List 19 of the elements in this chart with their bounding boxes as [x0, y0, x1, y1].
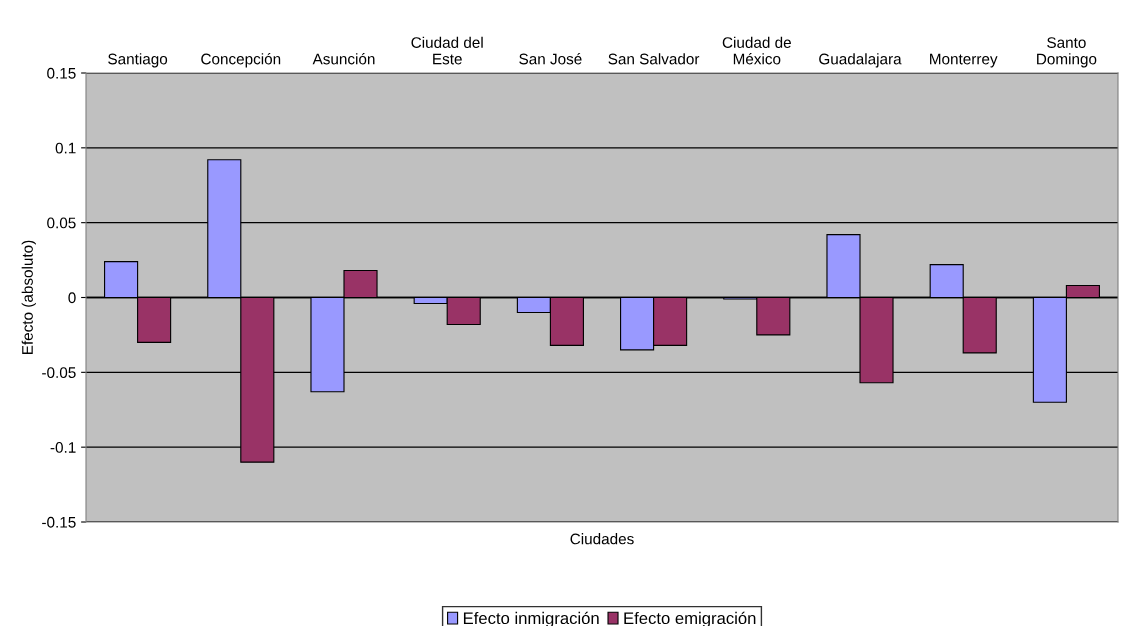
y-axis-title: Efecto (absoluto) [21, 240, 36, 354]
y-tick-label: 0 [68, 292, 76, 304]
y-tick-label: 0.05 [47, 217, 76, 229]
x-tick-label: San Salvador [608, 53, 700, 65]
x-tick-label: Guadalajara [819, 53, 902, 68]
x-tick-label: Concepción [201, 53, 281, 68]
y-tick-label: 0.1 [55, 142, 76, 154]
y-tick-label: -0.1 [50, 442, 76, 453]
y-tick-label: -0.15 [42, 516, 76, 528]
x-axis-title: Ciudades [570, 533, 634, 545]
x-tick-label: Monterrey [930, 53, 998, 68]
x-tick-label: Ciudad del Este [411, 36, 483, 65]
y-tick-label: 0.15 [47, 67, 76, 79]
x-tick-label: San José [519, 53, 582, 65]
y-tick-label: -0.05 [42, 367, 76, 379]
x-tick-label: Asunción [312, 53, 375, 65]
x-tick-label: Santiago [108, 53, 168, 68]
x-tick-label: Ciudad de México [722, 36, 791, 65]
x-tick-label: Santo Domingo [1037, 37, 1097, 68]
